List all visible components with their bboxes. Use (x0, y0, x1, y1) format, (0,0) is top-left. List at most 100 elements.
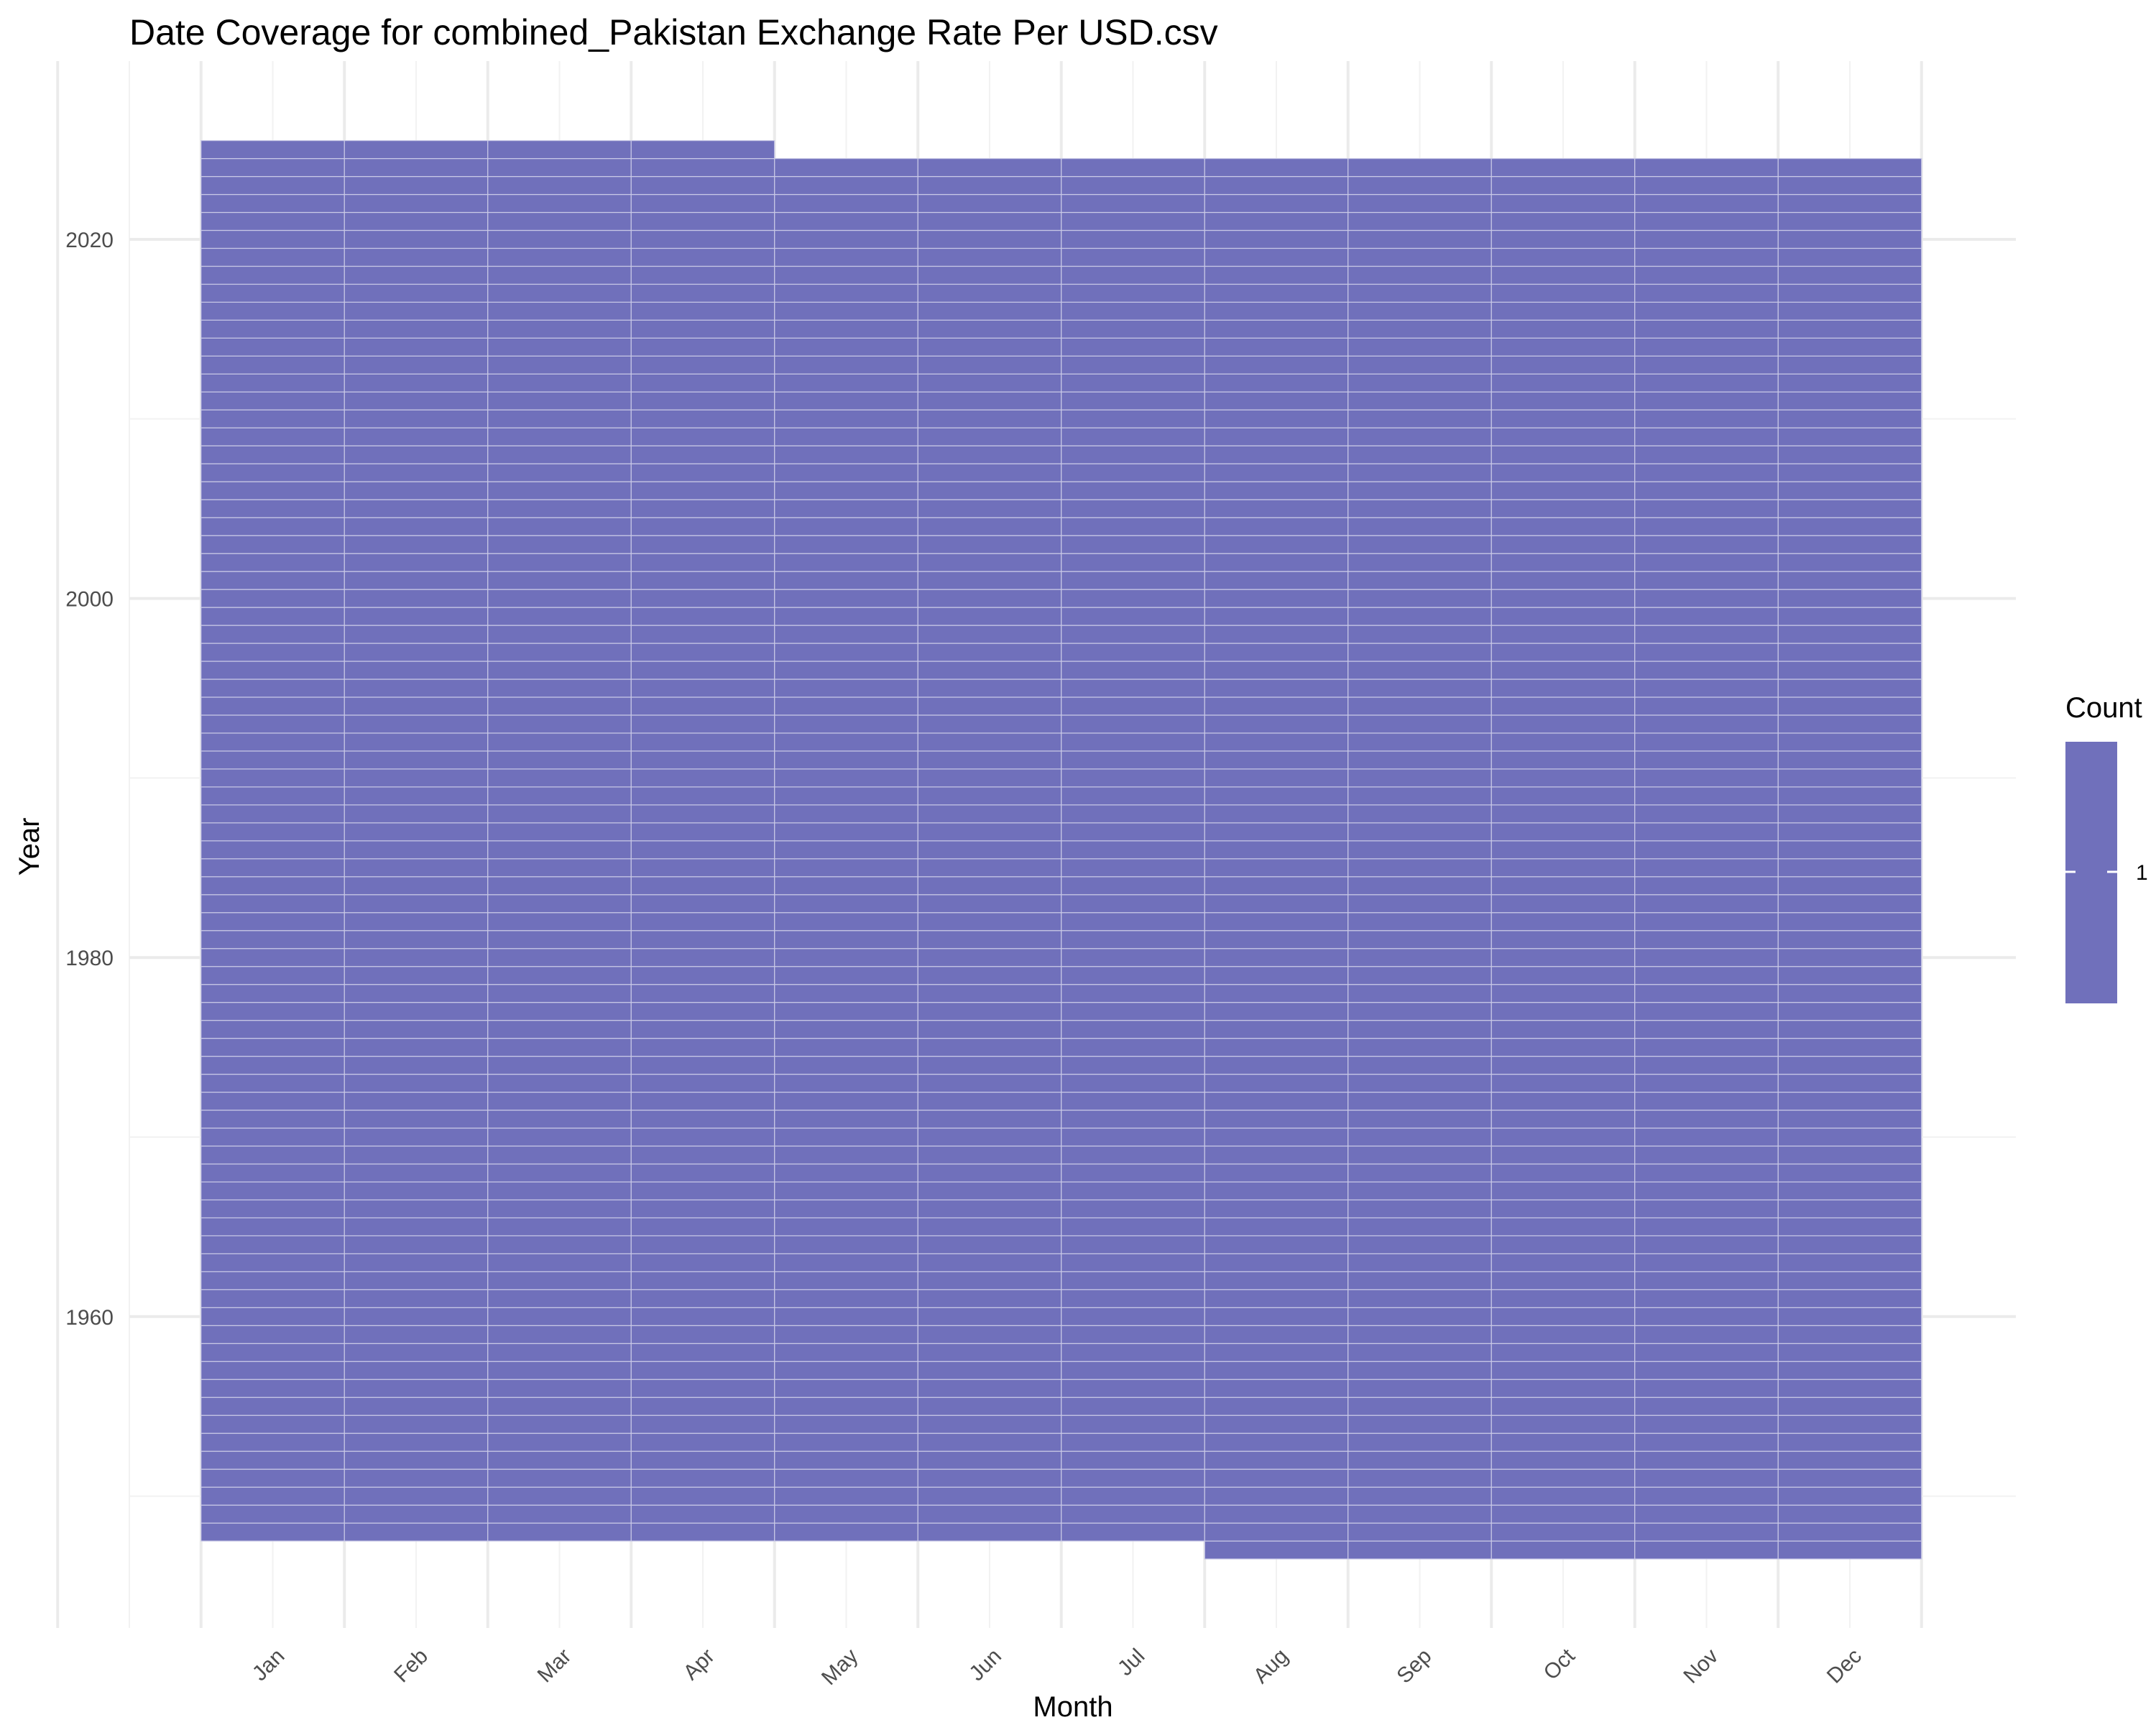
heatmap-cell (344, 140, 489, 160)
heatmap-cell (1491, 1486, 1636, 1506)
heatmap-cell (1348, 463, 1492, 482)
heatmap-cell (1348, 1127, 1492, 1147)
heatmap-cell (630, 1486, 775, 1506)
heatmap-cell (630, 732, 775, 752)
heatmap-cell (1777, 876, 1922, 896)
heatmap-cell (1348, 1504, 1492, 1524)
heatmap-cell (1634, 355, 1779, 374)
heatmap-cell (1204, 822, 1349, 842)
heatmap-cell (344, 858, 489, 878)
heatmap-cell (1348, 1217, 1492, 1236)
heatmap-cell (1061, 517, 1205, 536)
heatmap-cell (917, 175, 1062, 196)
heatmap-cell (1061, 283, 1205, 303)
heatmap-cell (1061, 1091, 1205, 1111)
heatmap-cell (774, 337, 918, 356)
heatmap-cell (1491, 535, 1636, 554)
heatmap-cell (1634, 301, 1779, 321)
heatmap-cell (1204, 948, 1349, 967)
heatmap-cell (1348, 1271, 1492, 1290)
heatmap-cell (917, 912, 1062, 932)
heatmap-cell (1777, 912, 1922, 932)
heatmap-cell (774, 1038, 918, 1057)
heatmap-cell (917, 1002, 1062, 1021)
heatmap-cell (344, 768, 489, 788)
heatmap-cell (630, 247, 775, 267)
heatmap-cell (917, 1450, 1062, 1470)
heatmap-cell (1348, 175, 1492, 196)
heatmap-cell (344, 1325, 489, 1344)
heatmap-cell (1777, 1145, 1922, 1165)
heatmap-cell (1777, 804, 1922, 824)
heatmap-cell (1634, 876, 1779, 896)
heatmap-cell (1634, 265, 1779, 285)
heatmap-cell (487, 463, 632, 482)
heatmap-cell (1777, 1073, 1922, 1093)
heatmap-cell (1777, 966, 1922, 985)
heatmap-cell (1777, 517, 1922, 536)
heatmap-cell (1348, 786, 1492, 806)
heatmap-cell (1634, 840, 1779, 860)
heatmap-cell (1204, 193, 1349, 213)
heatmap-cell (1777, 553, 1922, 572)
heatmap-cell (1348, 1235, 1492, 1254)
heatmap-cell (1491, 966, 1636, 985)
heatmap-cell (917, 481, 1062, 500)
heatmap-cell (774, 1271, 918, 1290)
heatmap-cell (630, 678, 775, 698)
heatmap-cell (1061, 1109, 1205, 1129)
y-tick-label: 2020 (65, 229, 114, 252)
heatmap-cell (1634, 589, 1779, 608)
heatmap-cell (630, 373, 775, 392)
heatmap-cell (1061, 1522, 1205, 1542)
heatmap-cell (1634, 930, 1779, 949)
heatmap-cell (201, 211, 345, 231)
heatmap-cell (1348, 337, 1492, 356)
heatmap-cell (630, 1289, 775, 1308)
heatmap-cell (1204, 607, 1349, 626)
heatmap-cell (344, 553, 489, 572)
heatmap-cell (1491, 157, 1636, 178)
heatmap-cell (1491, 1379, 1636, 1398)
heatmap-cell (1634, 912, 1779, 932)
heatmap-cell (1491, 840, 1636, 860)
heatmap-cell (344, 265, 489, 285)
heatmap-cell (1204, 1145, 1349, 1165)
heatmap-cell (1348, 930, 1492, 949)
heatmap-cell (1348, 1253, 1492, 1272)
heatmap-cell (1634, 1181, 1779, 1201)
heatmap-cell (201, 732, 345, 752)
heatmap-cell (1491, 1397, 1636, 1416)
heatmap-cell (487, 1055, 632, 1075)
heatmap-cell (487, 1253, 632, 1272)
heatmap-cell (1491, 481, 1636, 500)
heatmap-cell (1634, 481, 1779, 500)
heatmap-cell (1491, 1253, 1636, 1272)
heatmap-cell (1204, 553, 1349, 572)
heatmap-cell (1061, 876, 1205, 896)
heatmap-cell (774, 1289, 918, 1308)
heatmap-cell (630, 337, 775, 356)
heatmap-cell (630, 1091, 775, 1111)
heatmap-cell (1777, 1271, 1922, 1290)
heatmap-cell (487, 499, 632, 518)
heatmap-cell (201, 499, 345, 518)
heatmap-cell (1777, 1127, 1922, 1147)
heatmap-cell (1061, 894, 1205, 914)
heatmap-cell (344, 1055, 489, 1075)
heatmap-cell (1634, 1235, 1779, 1254)
heatmap-cell (487, 822, 632, 842)
heatmap-cell (487, 157, 632, 178)
heatmap-cell (1777, 463, 1922, 482)
heatmap-cell (201, 1002, 345, 1021)
heatmap-cell (1061, 1217, 1205, 1236)
heatmap-cell (487, 571, 632, 590)
heatmap-cell (1061, 499, 1205, 518)
heatmap-cell (1491, 1145, 1636, 1165)
heatmap-cell (1204, 984, 1349, 1003)
heatmap-cell (774, 1343, 918, 1362)
heatmap-cell (1491, 265, 1636, 285)
heatmap-cell (487, 589, 632, 608)
heatmap-cell (630, 211, 775, 231)
heatmap-cell (344, 840, 489, 860)
